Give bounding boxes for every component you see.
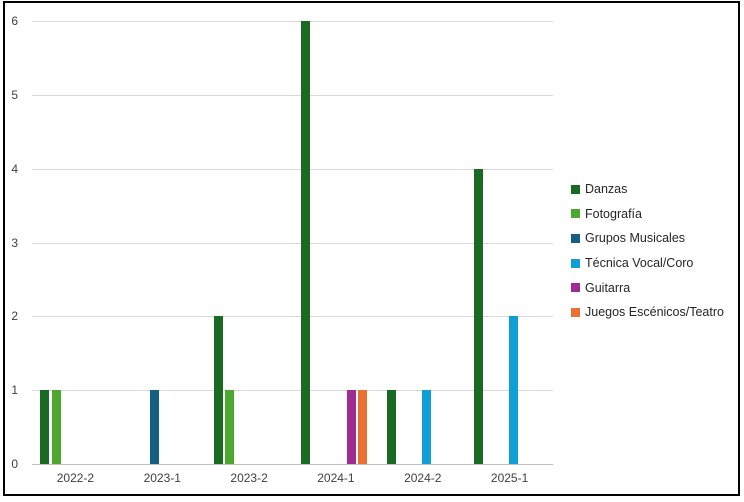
x-tick-label: 2023-1 (143, 471, 181, 485)
y-tick-label: 3 (11, 235, 18, 250)
legend-label: Guitarra (585, 280, 631, 295)
bar-Juegos Escénicos/Teatro-2024-1 (358, 390, 368, 464)
legend-item: Danzas (571, 177, 724, 202)
legend-item: Grupos Musicales (571, 226, 724, 251)
bar-Fotografía-2022-2 (51, 390, 61, 464)
bar-Danzas-2024-2 (387, 390, 397, 464)
bar-Técnica Vocal/Coro-2024-2 (422, 390, 432, 464)
gridline (32, 94, 553, 96)
legend-item: Juegos Escénicos/Teatro (571, 300, 724, 325)
legend-swatch (571, 233, 580, 243)
x-tick-label: 2023-2 (230, 471, 268, 485)
x-tick-label: 2025-1 (490, 471, 529, 485)
gridline (32, 242, 553, 244)
y-tick-label: 2 (11, 309, 18, 324)
gridline (32, 316, 553, 318)
bar-Danzas-2024-1 (300, 21, 310, 464)
y-tick-label: 6 (11, 14, 18, 28)
y-tick-label: 1 (11, 383, 18, 398)
legend-label: Danzas (585, 182, 628, 197)
bar-Danzas-2023-2 (213, 316, 223, 464)
legend-item: Fotografía (571, 202, 724, 227)
y-tick-label: 4 (11, 161, 18, 176)
legend-swatch (571, 209, 580, 219)
legend-swatch (571, 307, 580, 317)
x-tick-label: 2022-2 (56, 471, 95, 485)
legend-label: Grupos Musicales (585, 231, 686, 246)
x-tick-label: 2024-1 (317, 471, 355, 485)
y-tick-label: 0 (11, 457, 18, 471)
gridline (32, 21, 553, 22)
legend-label: Fotografía (585, 206, 642, 221)
legend-swatch (571, 258, 580, 268)
legend-swatch (571, 283, 580, 293)
legend-label: Juegos Escénicos/Teatro (585, 305, 724, 320)
gridline (32, 168, 553, 170)
x-tick-label: 2024-2 (404, 471, 442, 485)
legend-item: Guitarra (571, 275, 724, 300)
bar-Técnica Vocal/Coro-2025-1 (508, 316, 518, 464)
bar-Grupos Musicales-2023-1 (149, 390, 159, 464)
bar-Fotografía-2023-2 (225, 390, 235, 464)
bar-Danzas-2022-2 (40, 390, 49, 464)
x-axis-line (32, 464, 553, 465)
legend-item: Técnica Vocal/Coro (571, 251, 724, 276)
legend-swatch (571, 184, 580, 194)
bar-Danzas-2025-1 (474, 168, 484, 464)
y-tick-label: 5 (11, 87, 18, 102)
legend: Danzas Fotografía Grupos Musicales Técnica … (571, 177, 724, 325)
legend-label: Técnica Vocal/Coro (585, 256, 694, 271)
bar-Guitarra-2024-1 (346, 390, 356, 464)
gridline (32, 390, 553, 392)
